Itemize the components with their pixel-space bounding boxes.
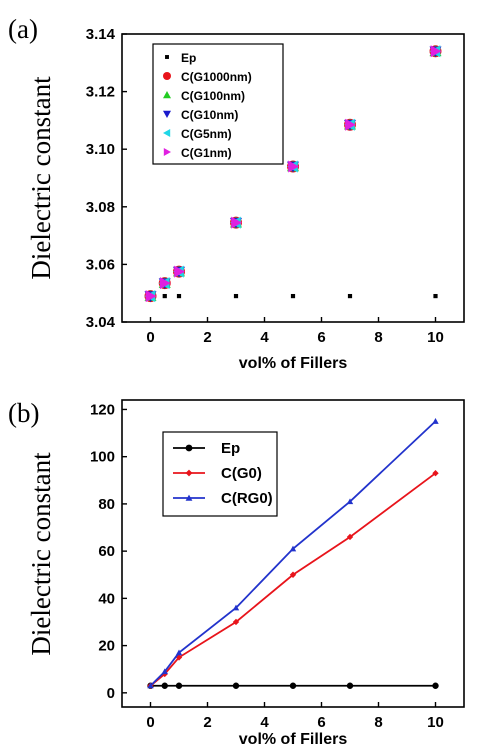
y-tick-label: 3.14: [86, 26, 116, 43]
legend-label: C(G10nm): [181, 108, 238, 122]
legend-label: C(G1000nm): [181, 70, 252, 84]
data-point: [346, 498, 354, 505]
panel-b-label: (b): [8, 398, 39, 428]
data-point: [161, 668, 168, 675]
x-tick-label: 6: [317, 329, 325, 346]
x-tick-label: 8: [374, 714, 382, 731]
y-tick-label: 3.12: [86, 84, 115, 101]
legend-label: C(G0): [221, 465, 262, 482]
legend-marker: [163, 148, 171, 156]
y-ticks-a: 3.04 3.06 3.08 3.10 3.12 3.14: [86, 26, 127, 331]
y-axis-label-b: Dielectric constant: [26, 452, 56, 656]
data-point: [432, 418, 439, 424]
y-tick-label: 20: [98, 638, 115, 655]
y-tick-label: 60: [98, 543, 115, 560]
panel-b: (b) 0 20 40 60 80 100 120 0 2 4 6 8 10 Ep C(G0) C(RG0…: [8, 398, 465, 748]
y-axis-label-a: Dielectric constant: [26, 76, 56, 280]
legend-marker: [185, 469, 193, 477]
x-tick-label: 6: [317, 714, 325, 731]
x-axis-label-b: vol% of Fillers: [239, 731, 348, 748]
x-ticks-b: 0 2 4 6 8 10: [146, 702, 444, 731]
legend-b: Ep C(G0) C(RG0): [162, 431, 278, 517]
data-b: [147, 418, 439, 689]
legend-box: [152, 43, 284, 165]
data-point: [145, 290, 157, 303]
data-point: [345, 118, 356, 131]
data-point: [347, 293, 353, 299]
legend-label: C(G1nm): [181, 146, 232, 160]
legend-marker: [163, 91, 171, 99]
x-ticks-a: 0 2 4 6 8 10: [146, 317, 444, 346]
data-point: [174, 265, 185, 278]
legend-label: C(RG0): [221, 490, 273, 507]
data-point: [290, 293, 296, 299]
x-tick-label: 0: [146, 329, 154, 346]
plot-area-a: [121, 33, 465, 323]
plot-area-b: [121, 399, 465, 708]
data-point: [432, 470, 439, 477]
y-tick-label: 100: [90, 449, 115, 466]
data-point: [288, 160, 299, 173]
x-tick-label: 4: [260, 329, 269, 346]
data-a: [144, 45, 442, 303]
data-point: [161, 682, 168, 689]
data-point: [175, 682, 183, 689]
legend-label: Ep: [221, 440, 240, 457]
y-tick-label: 120: [90, 401, 115, 418]
x-tick-label: 0: [146, 714, 154, 731]
data-point: [232, 618, 240, 626]
y-ticks-b: 0 20 40 60 80 100 120: [90, 401, 127, 702]
y-tick-label: 3.08: [86, 199, 115, 216]
legend-marker: [165, 55, 169, 59]
data-point: [162, 293, 167, 299]
y-tick-label: 3.06: [86, 256, 115, 273]
data-point: [433, 293, 438, 299]
data-point: [231, 216, 242, 229]
legend-box: [162, 431, 278, 517]
data-point: [159, 277, 171, 290]
y-tick-label: 40: [98, 590, 115, 607]
panel-a-label: (a): [8, 14, 38, 44]
legend-label: C(G5nm): [181, 127, 232, 141]
legend-marker: [185, 444, 193, 452]
y-tick-label: 80: [98, 496, 115, 513]
x-tick-label: 10: [427, 714, 444, 731]
x-tick-label: 2: [203, 329, 211, 346]
y-tick-label: 3.10: [86, 141, 115, 158]
legend-label: C(G100nm): [181, 89, 245, 103]
data-point: [346, 533, 354, 541]
x-tick-label: 8: [374, 329, 382, 346]
data-point: [175, 654, 183, 661]
legend-marker: [163, 72, 171, 80]
data-point: [232, 604, 240, 611]
x-tick-label: 10: [427, 329, 444, 346]
panel-a: (a) 3.04 3.06 3.08 3.10 3.12 3.14 0 2 4 6 8 10 Ep C…: [8, 14, 465, 372]
legend-marker: [185, 494, 193, 501]
data-point: [430, 45, 442, 58]
data-point: [289, 571, 297, 578]
y-tick-label: 3.04: [86, 314, 116, 331]
data-point: [233, 293, 239, 299]
x-tick-label: 2: [203, 714, 211, 731]
legend-a: Ep C(G1000nm) C(G100nm) C(G10nm) C(G5nm) C(G1…: [152, 43, 284, 165]
legend-marker: [163, 110, 171, 118]
legend-label: Ep: [181, 51, 196, 65]
data-point: [176, 293, 182, 299]
x-tick-label: 4: [260, 714, 269, 731]
y-tick-label: 0: [107, 685, 115, 702]
data-point: [432, 682, 439, 689]
data-point: [289, 682, 297, 689]
data-point: [232, 682, 240, 689]
data-point: [147, 682, 154, 689]
data-point: [175, 649, 183, 656]
x-axis-label-a: vol% of Fillers: [239, 355, 348, 372]
legend-marker: [163, 129, 171, 137]
data-point: [346, 682, 354, 689]
data-point: [289, 545, 297, 552]
